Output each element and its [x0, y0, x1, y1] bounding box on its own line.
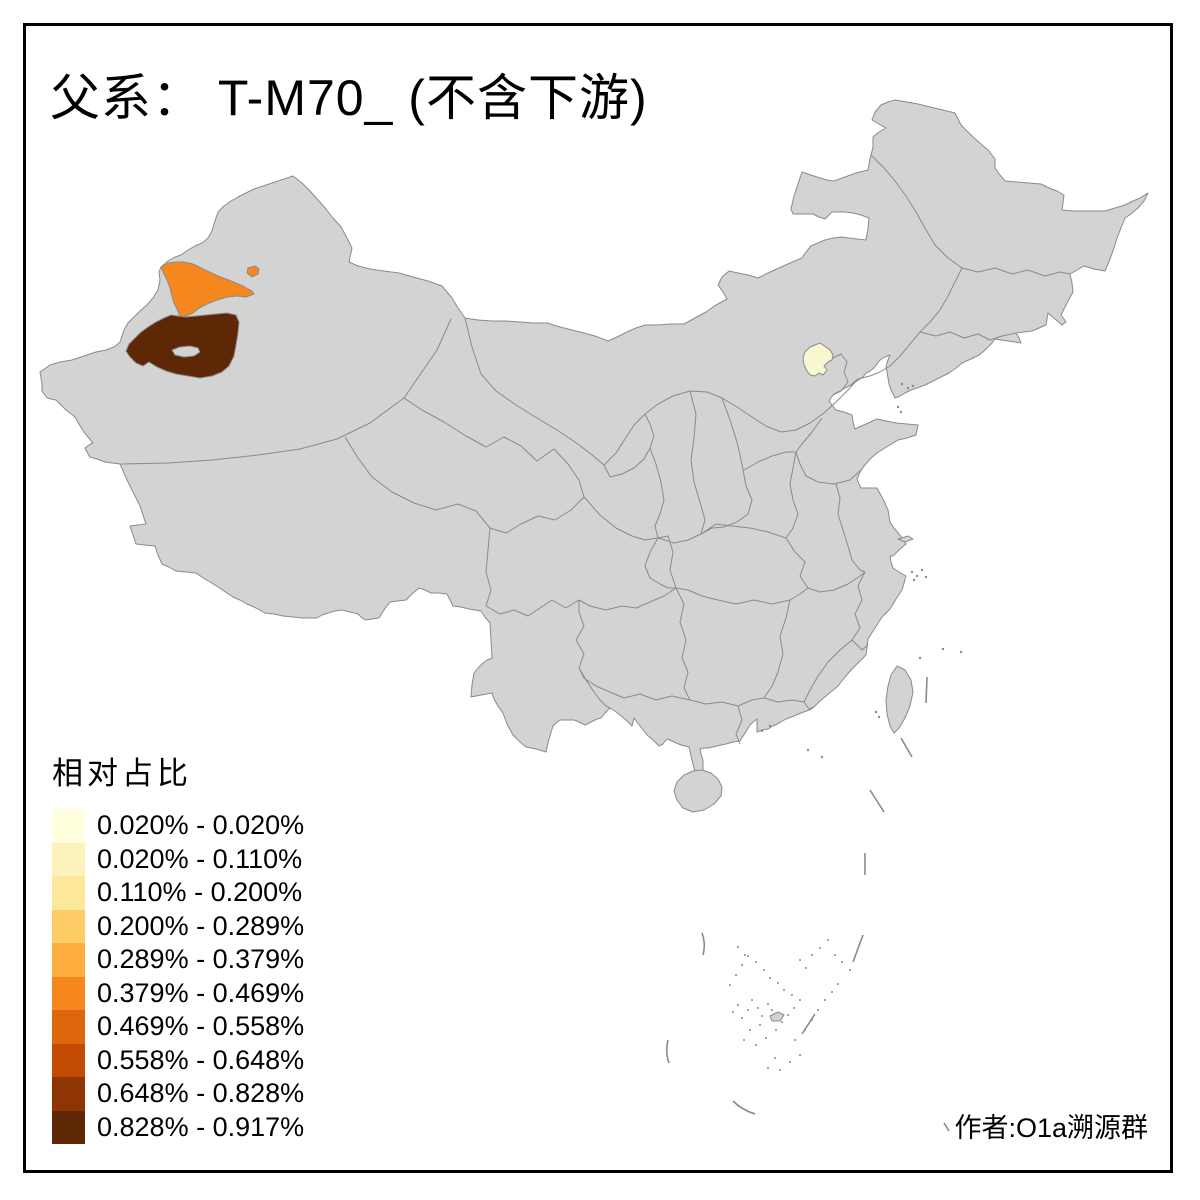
hainan-island [673, 769, 723, 813]
legend-label: 0.289% - 0.379% [97, 944, 305, 975]
legend-row: 0.469% - 0.558% [52, 1010, 304, 1044]
legend-swatch [52, 976, 85, 1010]
legend-swatch [52, 1010, 85, 1044]
legend-swatch [52, 876, 85, 910]
legend-swatch [52, 809, 85, 843]
region-northwest-upper-wedge [160, 261, 255, 317]
legend-swatch [52, 1077, 85, 1111]
province-boundaries [120, 154, 1071, 745]
legend-label: 0.469% - 0.558% [97, 1011, 305, 1042]
legend-row: 0.200% - 0.289% [52, 909, 305, 943]
legend-swatch [52, 943, 85, 977]
page-title: 父系： T-M70_ (不含下游) [50, 70, 648, 126]
legend-label: 0.020% - 0.020% [97, 810, 305, 841]
legend-swatch [52, 842, 85, 876]
legend-row: 0.379% - 0.469% [52, 976, 305, 1010]
region-north-capital [802, 342, 834, 377]
legend-label: 0.379% - 0.469% [97, 977, 305, 1008]
legend-row: 0.828% - 0.917% [52, 1110, 305, 1144]
legend-title: 相对占比 [52, 756, 192, 791]
legend-label: 0.110% - 0.200% [97, 877, 303, 908]
legend-label: 0.828% - 0.917% [97, 1111, 305, 1142]
region-lower-block-enclave [171, 345, 201, 358]
legend-row: 0.648% - 0.828% [52, 1077, 304, 1111]
chongming-island [897, 535, 914, 543]
legend-swatch [52, 1110, 85, 1144]
legend-row: 0.110% - 0.200% [52, 876, 304, 910]
sea-boundary-dash-segments [665, 676, 950, 1132]
legend-row: 0.289% - 0.379% [52, 943, 304, 977]
legend-label: 0.200% - 0.289% [97, 910, 305, 941]
south-china-sea-islet-dots [729, 939, 852, 1071]
legend: 相对占比 0.020% - 0.020% 0.020% - 0.110% 0.1… [52, 748, 304, 1144]
legend-row: 0.558% - 0.648% [52, 1043, 305, 1077]
legend-label: 0.020% - 0.110% [97, 843, 303, 874]
legend-row: 0.020% - 0.020% [52, 809, 304, 843]
legend-swatch [52, 909, 85, 943]
coastal-islet-dots [760, 382, 963, 759]
region-northwest-small-patch [246, 265, 260, 278]
legend-row: 0.020% - 0.110% [52, 842, 304, 876]
attribution-text: 作者:O1a溯源群 [954, 1113, 1148, 1143]
map-layers [39, 99, 1149, 1132]
legend-swatch [52, 1043, 85, 1077]
region-northwest-lower-block [125, 312, 240, 379]
taiwan-island [885, 665, 914, 734]
legend-label: 0.558% - 0.648% [97, 1044, 305, 1075]
paracel-island-islet [769, 1011, 785, 1022]
plot-border-frame [23, 23, 1173, 1173]
legend-label: 0.648% - 0.828% [97, 1078, 305, 1109]
